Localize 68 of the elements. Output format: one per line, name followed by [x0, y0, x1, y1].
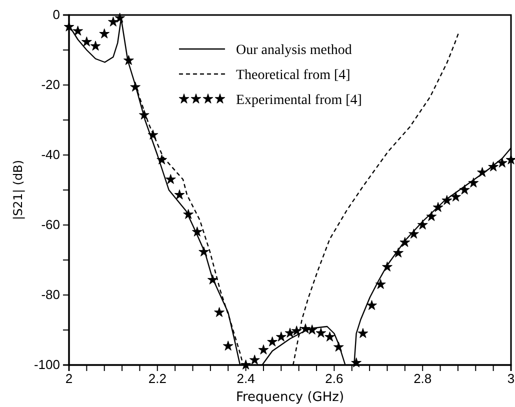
- point: [81, 36, 92, 46]
- point: [114, 12, 126, 23]
- x-tick-label: 2: [65, 371, 73, 386]
- legend-label: Experimental from [4]: [236, 93, 362, 108]
- point: [324, 332, 335, 342]
- point: [496, 158, 508, 168]
- y-tick-label: -20: [41, 77, 60, 92]
- point: [90, 40, 101, 51]
- y-tick-label: -40: [41, 147, 60, 162]
- y-tick-label: -100: [34, 357, 60, 372]
- point: [267, 336, 278, 346]
- y-tick-label: -80: [41, 287, 60, 302]
- point: [284, 328, 296, 338]
- point: [375, 279, 386, 289]
- point: [198, 246, 210, 256]
- point: [366, 300, 377, 310]
- point: [222, 340, 234, 351]
- x-axis-title: Frequency (GHz): [236, 390, 344, 405]
- point: [72, 26, 84, 36]
- point: [258, 344, 269, 354]
- point: [316, 328, 326, 338]
- point: [207, 274, 218, 284]
- point: [432, 202, 444, 212]
- point: [249, 354, 260, 365]
- x-tick-label: 2.8: [414, 371, 432, 386]
- point: [300, 324, 311, 334]
- point: [192, 226, 202, 236]
- point: [408, 228, 419, 239]
- point: [276, 332, 286, 342]
- point: [306, 324, 318, 334]
- x-tick-label: 2.6: [325, 371, 344, 386]
- point: [156, 154, 168, 164]
- y-tick-label: 0: [52, 7, 60, 22]
- point: [148, 130, 158, 140]
- point: [468, 178, 479, 188]
- point: [64, 21, 74, 32]
- point: [138, 110, 150, 120]
- point: [333, 342, 344, 352]
- point: [123, 55, 134, 65]
- point: [108, 16, 118, 26]
- y-tick-label: -60: [41, 217, 60, 232]
- point: [477, 167, 488, 177]
- point: [488, 161, 499, 172]
- point: [459, 184, 470, 194]
- point: [183, 209, 194, 219]
- point: [382, 262, 392, 272]
- point: [426, 211, 437, 222]
- point: [99, 28, 110, 38]
- point: [130, 82, 140, 92]
- point: [358, 328, 368, 338]
- legend-label: Theoretical from [4]: [236, 68, 350, 83]
- point: [442, 195, 452, 205]
- point: [291, 326, 302, 336]
- point: [351, 357, 362, 368]
- point: [214, 307, 224, 317]
- legend-label: Our analysis method: [236, 43, 352, 58]
- point: [174, 189, 185, 200]
- point: [400, 237, 410, 247]
- x-tick-label: 2.4: [236, 371, 255, 386]
- point: [506, 154, 515, 164]
- x-tick-label: 3: [507, 371, 515, 386]
- point: [417, 220, 428, 230]
- y-axis-title: |S21| (dB): [11, 160, 25, 220]
- x-tick-label: 2.2: [148, 371, 166, 386]
- point: [165, 174, 176, 184]
- point: [240, 360, 251, 370]
- point: [393, 248, 404, 258]
- point: [450, 192, 461, 202]
